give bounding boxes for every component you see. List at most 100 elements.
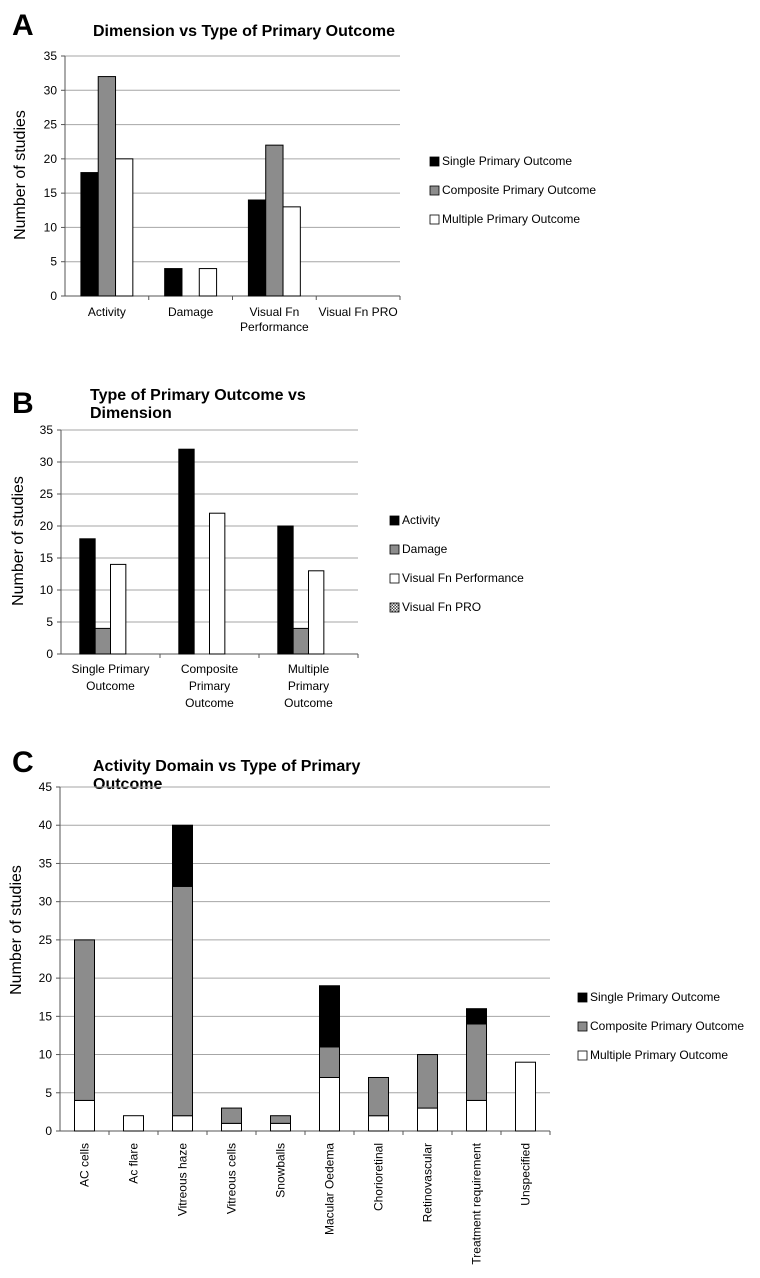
panel-c-plot: 0 5 10 15 20 25 30 35 40 45 AC cells Ac flare Vitreo…	[39, 780, 551, 1265]
x-category-label: Retinovascular	[421, 1143, 435, 1222]
bar-segment	[172, 824, 193, 887]
legend-swatch	[577, 992, 588, 1003]
panel-letter-c: C	[12, 746, 34, 779]
bar	[164, 268, 183, 297]
legend-swatch	[389, 573, 400, 584]
legend-label: Visual Fn PRO	[402, 600, 481, 614]
bar	[97, 76, 117, 297]
legend-label: Activity	[402, 513, 440, 527]
y-tick-label: 15	[40, 551, 54, 565]
bar-segment	[172, 885, 193, 1117]
x-category-label: Chorioretinal	[372, 1143, 386, 1211]
y-tick-label: 30	[44, 83, 58, 97]
bar-segment	[270, 1122, 291, 1132]
panel-b-plot: 0 5 10 15 20 25 30 35 Single Primary Outcome Compo…	[40, 423, 359, 710]
y-tick-label: 25	[40, 487, 54, 501]
y-tick-label: 5	[50, 255, 57, 269]
x-category-label: Multiple	[288, 662, 330, 676]
y-tick-label: 45	[39, 780, 53, 794]
bar-segment	[515, 1061, 536, 1132]
x-category-label: Primary	[288, 679, 329, 693]
y-tick-label: 25	[44, 118, 58, 132]
panel-c-legend: Single Primary Outcome Composite Primary …	[577, 990, 744, 1062]
bar-segment	[319, 985, 340, 1048]
panel-c-title-line-1: Activity Domain vs Type of Primary	[93, 758, 360, 775]
x-category-label: Activity	[88, 305, 126, 319]
y-tick-label: 30	[39, 895, 53, 909]
legend-label: Single Primary Outcome	[590, 990, 720, 1004]
y-tick-label: 5	[46, 615, 53, 629]
x-category-label: Composite	[181, 662, 239, 676]
y-tick-label: 10	[44, 220, 58, 234]
legend-label: Visual Fn Performance	[402, 571, 524, 585]
x-category-label: Damage	[168, 305, 214, 319]
bar	[247, 199, 267, 297]
legend-swatch	[389, 544, 400, 555]
legend-swatch	[429, 214, 440, 225]
bar-segment	[368, 1076, 389, 1117]
legend-swatch	[429, 156, 440, 167]
x-category-label: Outcome	[185, 696, 234, 710]
panel-c: C Activity Domain vs Type of Primary Out…	[8, 746, 744, 1265]
y-tick-label: 5	[45, 1086, 52, 1100]
legend-swatch	[577, 1021, 588, 1032]
bar-segment	[417, 1054, 438, 1109]
bar	[94, 627, 111, 655]
panel-b-title-line-1: Type of Primary Outcome vs	[90, 387, 306, 404]
bar	[265, 144, 284, 297]
panel-c-y-axis-label: Number of studies	[8, 865, 25, 995]
panel-a-plot: 0 5 10 15 20 25 30 35 Activity Damage Visual FnPer…	[44, 49, 401, 334]
y-tick-label: 10	[40, 583, 54, 597]
x-category-label: Primary	[189, 679, 230, 693]
bar	[80, 172, 99, 297]
legend-label: Multiple Primary Outcome	[442, 212, 580, 226]
panel-c-title-line-2: Outcome	[93, 776, 162, 793]
bar-segment	[74, 939, 95, 1101]
x-category-label: Performance	[240, 320, 309, 334]
x-category-label: Treatment requirement	[470, 1142, 484, 1264]
bar-segment	[221, 1107, 242, 1124]
bar-segment	[417, 1107, 438, 1132]
panel-b-title-line-2: Dimension	[90, 405, 172, 422]
panel-letter-b: B	[12, 387, 34, 420]
y-tick-label: 20	[40, 519, 54, 533]
bar-segment	[466, 1023, 487, 1101]
y-tick-label: 30	[40, 455, 54, 469]
panel-b-legend: Activity Damage Visual Fn Performance Visua…	[389, 513, 524, 614]
bar-segment	[270, 1115, 291, 1124]
bar-segment	[319, 1046, 340, 1078]
y-tick-label: 15	[44, 186, 58, 200]
y-tick-label: 25	[39, 933, 53, 947]
panel-a: A Dimension vs Type of Primary Outcome N…	[12, 9, 596, 334]
panel-letter-a: A	[12, 9, 34, 42]
legend-label: Composite Primary Outcome	[442, 183, 596, 197]
legend-label: Multiple Primary Outcome	[590, 1048, 728, 1062]
y-tick-label: 20	[44, 152, 58, 166]
x-category-label: Visual Fn	[249, 305, 299, 319]
legend-swatch	[389, 515, 400, 526]
x-category-label: Visual Fn PRO	[319, 305, 398, 319]
bar	[292, 627, 309, 655]
y-tick-label: 40	[39, 818, 53, 832]
bar-segment	[466, 1008, 487, 1025]
bar	[115, 158, 134, 297]
bar-segment	[74, 1099, 95, 1132]
y-tick-label: 35	[44, 49, 58, 63]
legend-swatch	[389, 602, 400, 613]
x-category-label: AC cells	[78, 1143, 92, 1187]
bar	[110, 563, 127, 655]
legend-label: Single Primary Outcome	[442, 154, 572, 168]
bar-segment	[123, 1115, 144, 1132]
bar-segment	[172, 1115, 193, 1132]
legend-label: Composite Primary Outcome	[590, 1019, 744, 1033]
legend-swatch	[577, 1050, 588, 1061]
y-tick-label: 0	[45, 1124, 52, 1138]
panel-b-y-axis-label: Number of studies	[10, 476, 27, 606]
x-category-label: Vitreous cells	[225, 1143, 239, 1214]
bar-segment	[221, 1122, 242, 1132]
x-category-label: Snowballs	[274, 1143, 288, 1198]
x-category-label: Macular Oedema	[323, 1143, 337, 1235]
y-tick-label: 20	[39, 971, 53, 985]
panel-b: B Type of Primary Outcome vs Dimension N…	[10, 387, 524, 710]
bar-segment	[319, 1076, 340, 1132]
